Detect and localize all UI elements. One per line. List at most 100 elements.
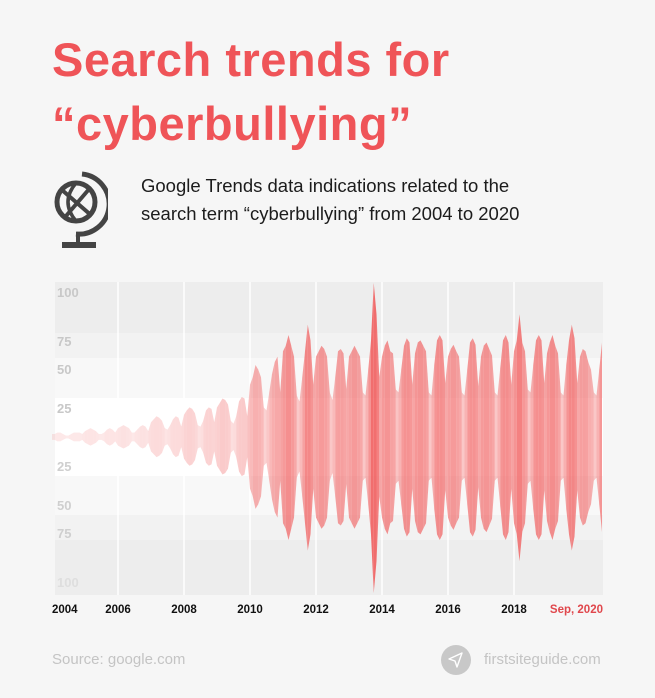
- area-segment: [360, 356, 363, 518]
- area-segment: [74, 432, 77, 442]
- x-tick-label: 2012: [303, 604, 329, 616]
- area-segment: [494, 392, 498, 481]
- area-segment: [371, 283, 374, 593]
- area-segment: [379, 356, 382, 518]
- area-segment: [208, 407, 212, 466]
- area-segment: [96, 431, 99, 443]
- area-segment: [508, 342, 512, 533]
- area-segment: [324, 349, 327, 526]
- area-segment: [412, 353, 415, 521]
- area-segment: [382, 345, 385, 529]
- globe-icon: [54, 171, 108, 248]
- y-tick-label: 50: [57, 498, 71, 513]
- area-segment: [588, 362, 591, 512]
- area-segment: [57, 432, 61, 442]
- area-segment: [538, 335, 542, 540]
- area-segment: [200, 420, 204, 453]
- area-segment: [593, 392, 597, 481]
- y-tick-label: 100: [57, 285, 79, 300]
- area-segment: [63, 434, 66, 440]
- area-segment: [250, 377, 253, 497]
- area-segment: [431, 365, 435, 509]
- area-segment: [76, 432, 80, 442]
- area-segment: [387, 340, 391, 535]
- source-text: Source: google.com: [52, 651, 186, 668]
- area-segment: [269, 374, 272, 500]
- area-segment: [151, 419, 154, 455]
- area-segment: [186, 407, 190, 466]
- area-segment: [373, 283, 377, 593]
- area-segment: [68, 434, 72, 440]
- area-segment: [404, 338, 407, 537]
- area-segment: [181, 414, 184, 459]
- area-segment: [552, 335, 556, 540]
- area-segment: [335, 351, 338, 524]
- subtitle-line-2: search term “cyberbullying” from 2004 to…: [141, 203, 520, 224]
- area-segment: [329, 392, 333, 481]
- area-segment: [115, 428, 118, 446]
- area-segment: [302, 351, 305, 524]
- area-segment: [310, 340, 314, 535]
- area-segment: [437, 335, 440, 540]
- area-segment: [549, 335, 553, 540]
- area-segment: [318, 345, 322, 529]
- area-segment: [327, 356, 330, 518]
- area-segment: [162, 420, 165, 453]
- area-segment: [343, 353, 347, 521]
- area-segment: [225, 400, 228, 473]
- area-segment: [415, 342, 418, 533]
- area-segment: [140, 425, 143, 449]
- area-segment: [445, 356, 448, 518]
- area-segment: [217, 402, 220, 471]
- area-segment: [464, 369, 468, 505]
- area-segment: [569, 324, 572, 551]
- area-segment: [527, 389, 531, 484]
- area-segment: [236, 401, 239, 472]
- area-segment: [459, 356, 462, 518]
- area-segment: [107, 428, 110, 446]
- area-segment: [54, 432, 58, 442]
- area-segment: [426, 351, 429, 524]
- brand-link[interactable]: firstsiteguide.com: [484, 651, 601, 668]
- x-tick-label: Sep, 2020: [550, 604, 603, 616]
- area-segment: [228, 404, 231, 469]
- area-segment: [409, 342, 413, 533]
- area-segment: [406, 338, 410, 537]
- y-tick-label: 75: [57, 526, 71, 541]
- area-segment: [109, 428, 113, 446]
- y-tick-label: 75: [57, 334, 71, 349]
- area-segment: [514, 340, 517, 535]
- area-segment: [497, 368, 501, 506]
- area-segment: [525, 351, 528, 524]
- area-segment: [164, 428, 168, 446]
- area-segment: [417, 340, 421, 535]
- area-segment: [585, 351, 589, 524]
- subtitle-line-1: Google Trends data indications related t…: [141, 175, 510, 196]
- area-segment: [483, 342, 487, 533]
- area-segment: [294, 356, 297, 518]
- area-segment: [283, 345, 286, 529]
- area-segment: [577, 356, 580, 518]
- area-segment: [596, 369, 600, 505]
- area-segment: [90, 428, 94, 446]
- area-segment: [472, 338, 476, 537]
- x-tick-label: 2008: [171, 604, 197, 616]
- area-segment: [544, 353, 547, 521]
- area-segment: [137, 426, 140, 448]
- area-segment: [134, 429, 138, 445]
- area-segment: [313, 356, 316, 518]
- area-segment: [126, 426, 129, 448]
- area-segment: [346, 356, 349, 518]
- area-segment: [362, 392, 366, 481]
- area-segment: [85, 429, 88, 445]
- area-segment: [131, 432, 135, 442]
- area-segment: [580, 349, 583, 526]
- area-segment: [263, 407, 267, 466]
- y-tick-label: 50: [57, 362, 71, 377]
- search-trend-chart: 100 75 50 25 25 50 75 100 2004 2006 2008 2010 2012 20…: [52, 282, 603, 616]
- area-segment: [547, 342, 550, 533]
- area-segment: [291, 345, 294, 529]
- area-segment: [79, 432, 83, 442]
- area-segment: [255, 365, 259, 509]
- area-segment: [222, 398, 226, 475]
